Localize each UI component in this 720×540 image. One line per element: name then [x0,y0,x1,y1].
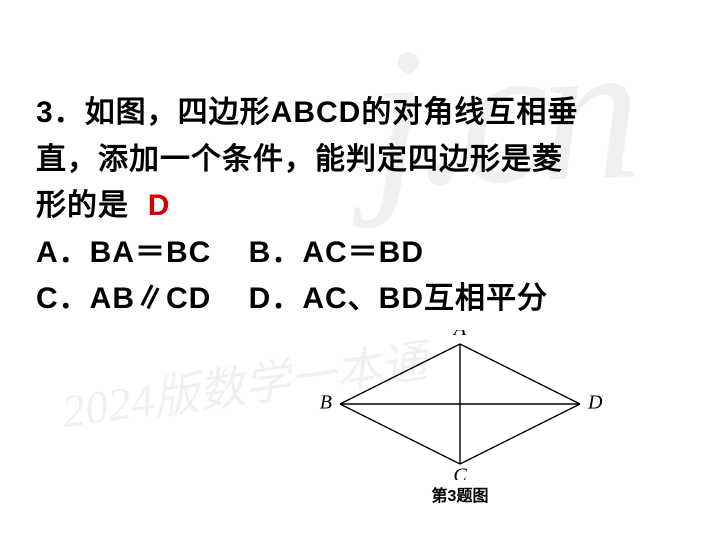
svg-text:B: B [320,392,332,414]
question-block: 3．如图，四边形ABCD的对角线互相垂 直，添加一个条件，能判定四边形是菱 形的… [36,90,684,323]
options-row-2: C．AB∥CD D．AC、BD互相平分 [36,276,684,323]
svg-text:C: C [453,465,467,480]
answer-letter: D [148,189,171,222]
rhombus-diagram: A B C D [310,330,610,480]
options-row-1: A．BA＝BC B．AC＝BD [36,230,684,277]
svg-text:D: D [587,392,603,414]
svg-text:A: A [452,330,467,340]
option-a: A．BA＝BC [36,236,211,269]
option-d: D．AC、BD互相平分 [249,282,548,315]
stem-line-2: 直，添加一个条件，能判定四边形是菱 [36,143,563,176]
figure-caption: 第3题图 [310,482,610,506]
option-b: B．AC＝BD [249,236,424,269]
stem-line-1: 如图，四边形ABCD的对角线互相垂 [85,96,579,129]
question-stem: 3．如图，四边形ABCD的对角线互相垂 直，添加一个条件，能判定四边形是菱 形的… [36,90,684,230]
figure: A B C D 第3题图 [310,330,610,506]
options-block: A．BA＝BC B．AC＝BD C．AB∥CD D．AC、BD互相平分 [36,230,684,323]
option-c: C．AB∥CD [36,282,211,315]
question-number: 3． [36,96,85,129]
stem-line-3: 形的是 [36,189,129,222]
